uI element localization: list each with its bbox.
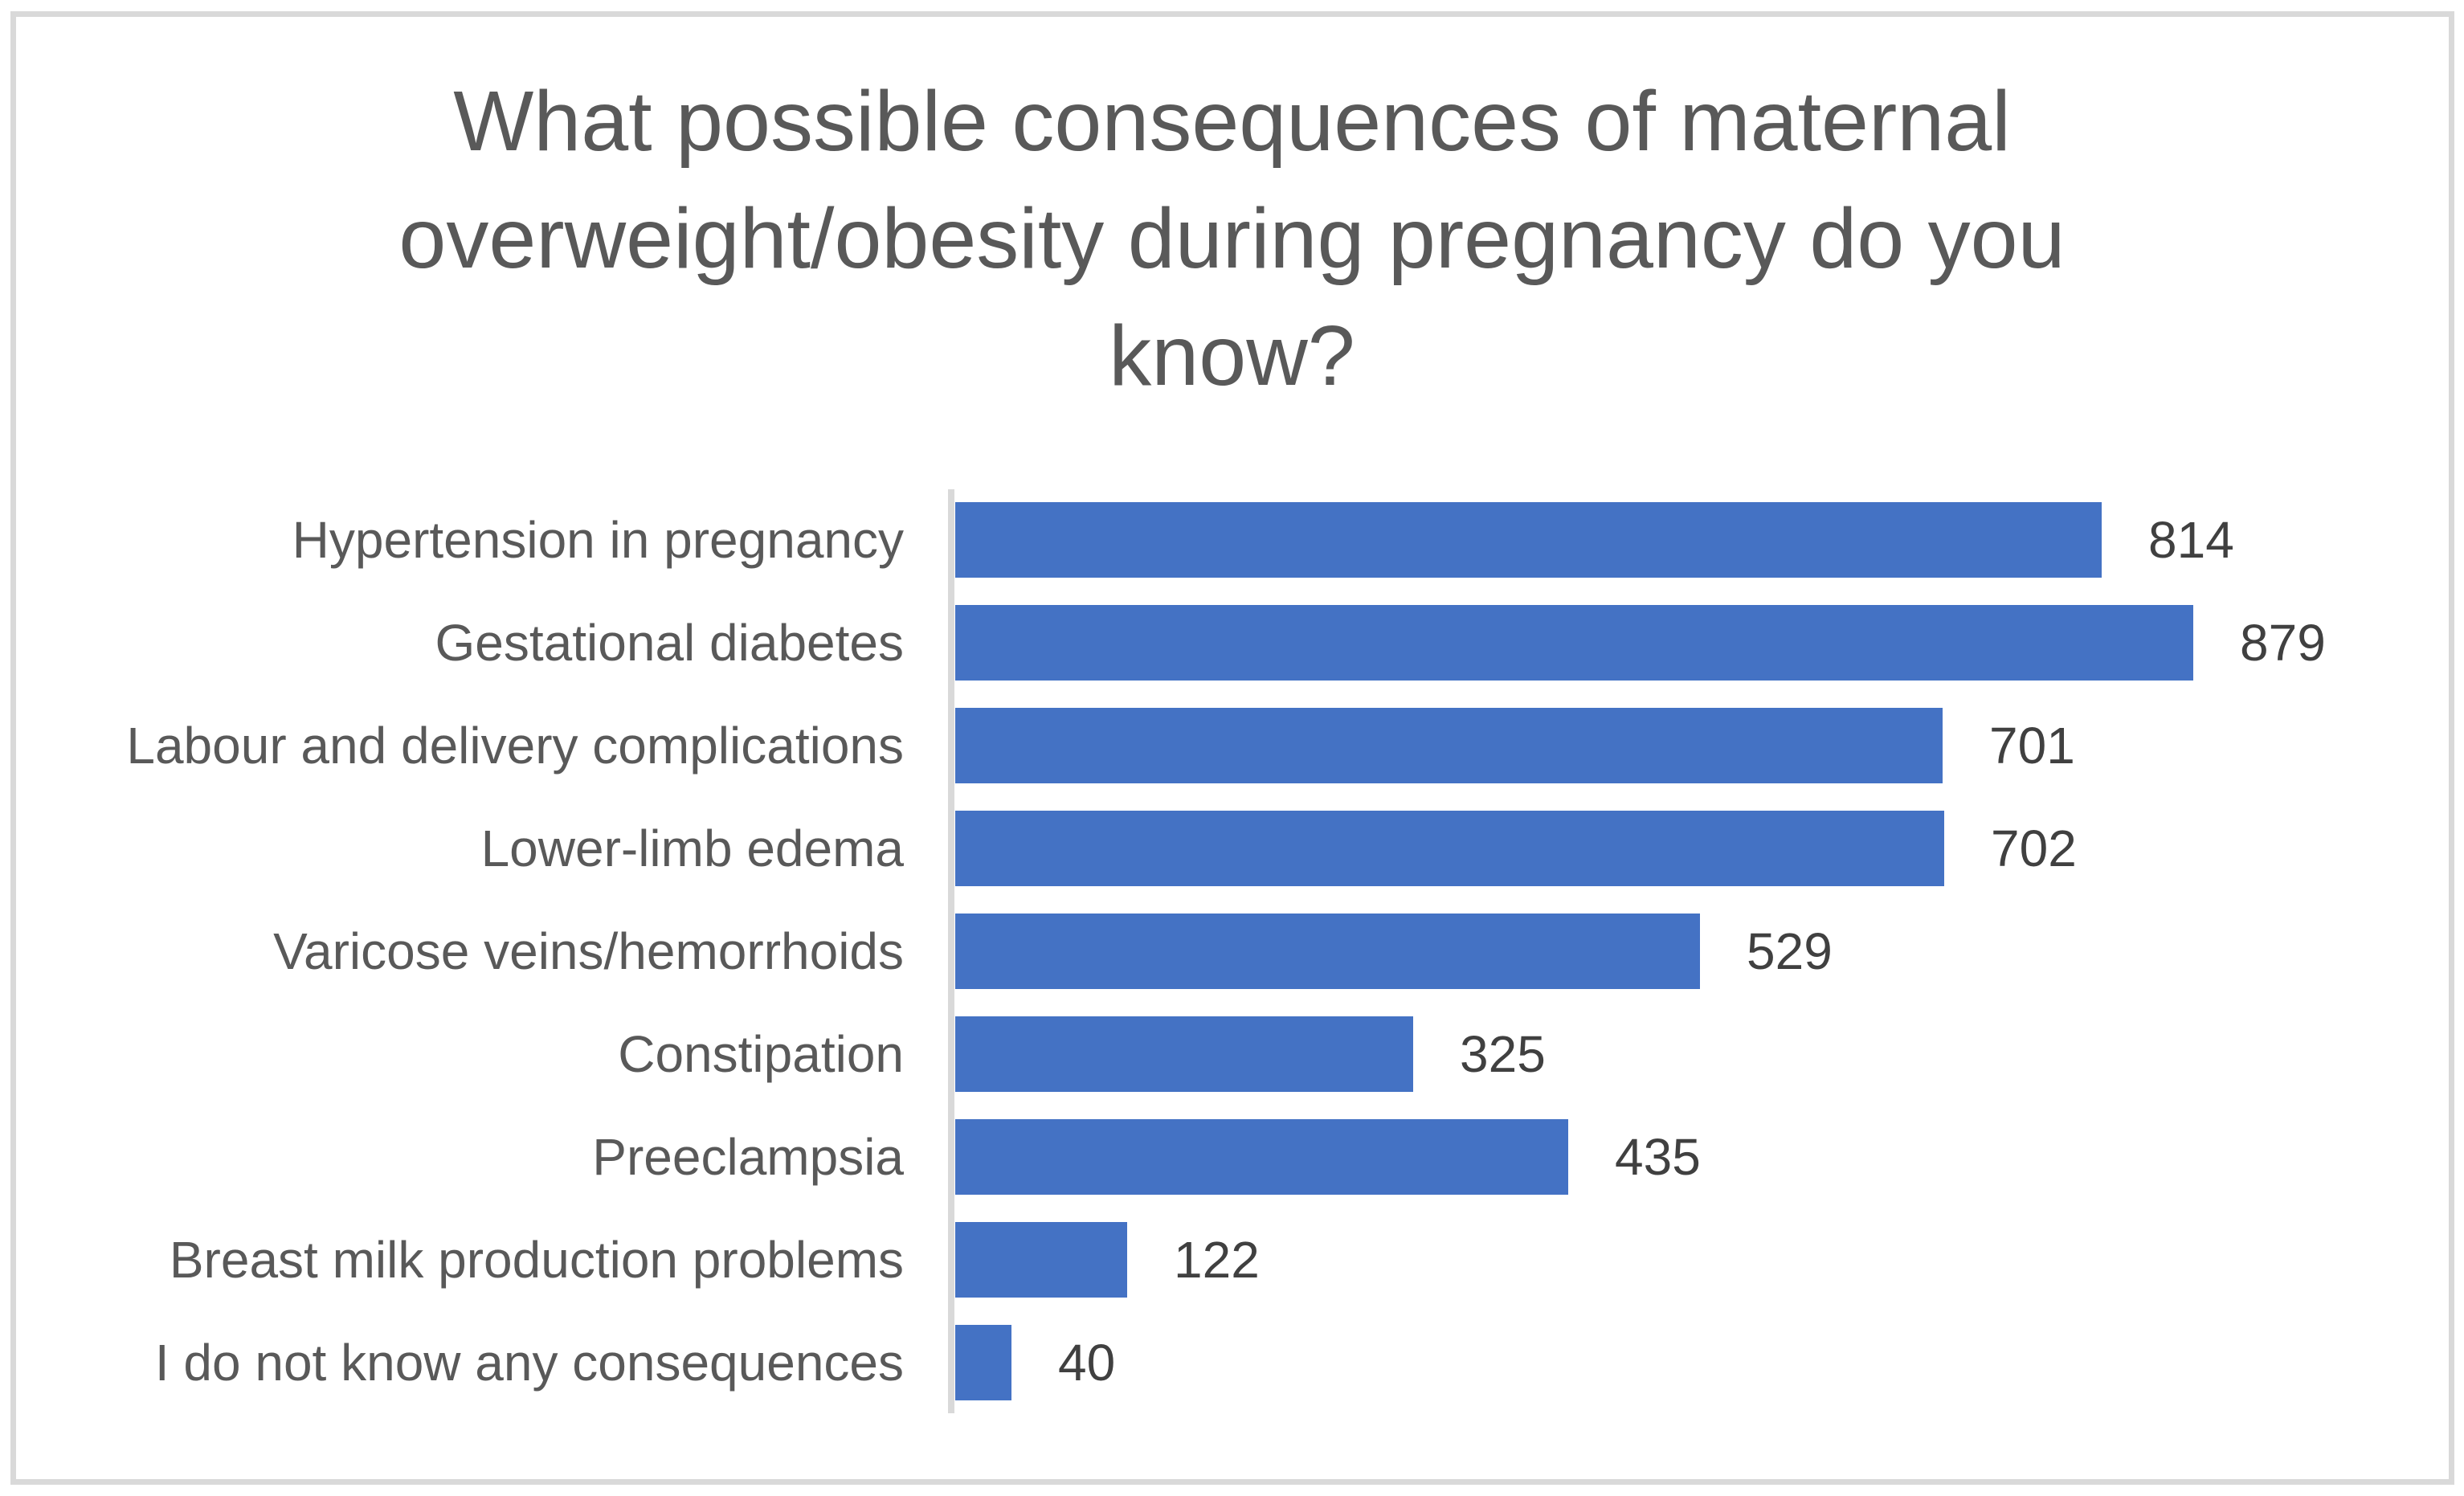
bar bbox=[955, 1325, 1011, 1400]
chart-title-line-2: overweight/obesity during pregnancy do y… bbox=[398, 191, 2066, 286]
bar bbox=[955, 605, 2193, 681]
bar-row: 435 bbox=[955, 1119, 1701, 1195]
bar-row: 879 bbox=[955, 605, 2326, 681]
bar-row: 701 bbox=[955, 708, 2075, 783]
category-axis-line bbox=[948, 489, 954, 1413]
category-label: Constipation bbox=[618, 1025, 904, 1083]
value-label: 701 bbox=[1989, 717, 2075, 775]
bar bbox=[955, 1016, 1413, 1092]
bar bbox=[955, 1119, 1568, 1195]
category-label: I do not know any consequences bbox=[154, 1334, 904, 1392]
bar bbox=[955, 811, 1944, 886]
value-label: 879 bbox=[2240, 614, 2326, 672]
category-label: Hypertension in pregnancy bbox=[292, 511, 904, 569]
value-label: 325 bbox=[1460, 1025, 1546, 1083]
chart-title-line-3: know? bbox=[1109, 309, 1355, 403]
plot-area: 814 879 701 702 529 325 435 122 40 bbox=[955, 502, 2401, 1434]
value-label: 40 bbox=[1058, 1334, 1116, 1392]
category-label: Labour and delivery complications bbox=[126, 717, 904, 775]
bar-row: 814 bbox=[955, 502, 2234, 578]
value-label: 702 bbox=[1991, 820, 2077, 877]
value-label: 435 bbox=[1615, 1128, 1701, 1186]
value-label: 529 bbox=[1747, 922, 1833, 980]
category-label: Breast milk production problems bbox=[169, 1231, 904, 1289]
bar bbox=[955, 708, 1943, 783]
bar bbox=[955, 1222, 1127, 1298]
category-label: Preeclampsia bbox=[592, 1128, 904, 1186]
bar bbox=[955, 914, 1700, 989]
value-label: 814 bbox=[2148, 511, 2234, 569]
category-label: Varicose veins/hemorrhoids bbox=[273, 922, 904, 980]
category-label: Lower-limb edema bbox=[480, 820, 904, 877]
chart-title-line-1: What possible consequences of maternal bbox=[453, 74, 2011, 169]
category-label: Gestational diabetes bbox=[435, 614, 905, 672]
bar-row: 529 bbox=[955, 914, 1833, 989]
bar bbox=[955, 502, 2102, 578]
value-label: 122 bbox=[1174, 1231, 1260, 1289]
bar-row: 40 bbox=[955, 1325, 1115, 1400]
chart-title: What possible consequences of maternal o… bbox=[0, 63, 2464, 415]
bar-row: 702 bbox=[955, 811, 2077, 886]
bar-row: 325 bbox=[955, 1016, 1546, 1092]
bar-row: 122 bbox=[955, 1222, 1260, 1298]
